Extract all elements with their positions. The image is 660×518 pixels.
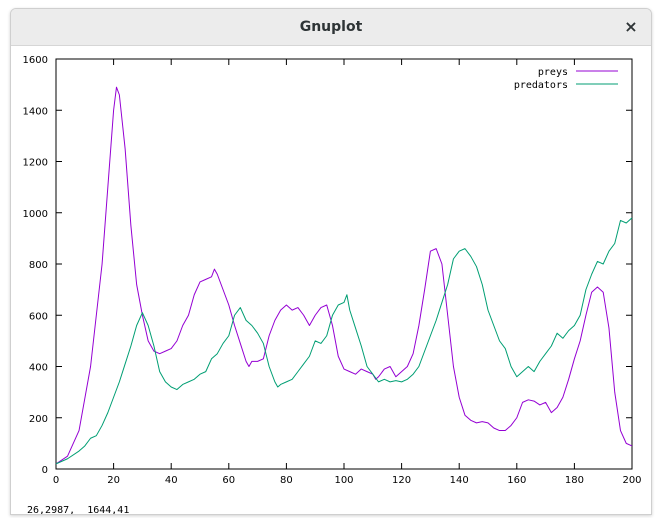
plot-canvas[interactable]: 0 20 40 60 80 100 120 140 160 180 200 0 200 400 600 800… — [11, 9, 651, 514]
y-tick-label: 1400 — [23, 106, 48, 117]
series-line-preys — [55, 86, 633, 465]
x-tick-label: 140 — [450, 475, 469, 486]
y-tick-label: 600 — [29, 311, 48, 322]
legend: preys predators — [514, 67, 618, 91]
x-tick-label: 200 — [622, 475, 641, 486]
x-tick-label: 0 — [53, 475, 59, 486]
x-tick-label: 80 — [280, 475, 293, 486]
series-layer — [55, 86, 633, 465]
x-tick-label: 20 — [107, 475, 120, 486]
y-tick-label: 800 — [29, 260, 48, 271]
x-tick-label: 160 — [507, 475, 526, 486]
series-line-predators — [55, 217, 633, 465]
plot-axes: 0 20 40 60 80 100 120 140 160 180 200 0 200 400 600 800… — [23, 55, 642, 486]
y-tick-label: 400 — [29, 363, 48, 374]
close-icon[interactable]: × — [624, 17, 638, 36]
x-tick-label: 120 — [392, 475, 411, 486]
plot-border — [55, 58, 633, 470]
title-bar[interactable]: Gnuplot × — [11, 9, 651, 46]
x-tick-label: 60 — [222, 475, 235, 486]
legend-label-predators: predators — [514, 80, 568, 91]
y-tick-label: 0 — [42, 465, 48, 476]
legend-label-preys: preys — [538, 67, 568, 78]
y-tick-label: 200 — [29, 414, 48, 425]
gnuplot-window: Gnuplot × 0 20 40 60 80 100 120 140 160 180 200 0 20… — [10, 8, 652, 515]
status-bar-coordinates: 26,2987, 1644,41 — [27, 505, 130, 515]
x-tick-label: 180 — [565, 475, 584, 486]
y-tick-label: 1200 — [23, 158, 48, 169]
window-title: Gnuplot — [299, 19, 363, 35]
y-tick-label: 1000 — [23, 209, 48, 220]
y-tick-label: 1600 — [23, 55, 48, 66]
x-tick-label: 40 — [165, 475, 178, 486]
x-tick-label: 100 — [334, 475, 353, 486]
